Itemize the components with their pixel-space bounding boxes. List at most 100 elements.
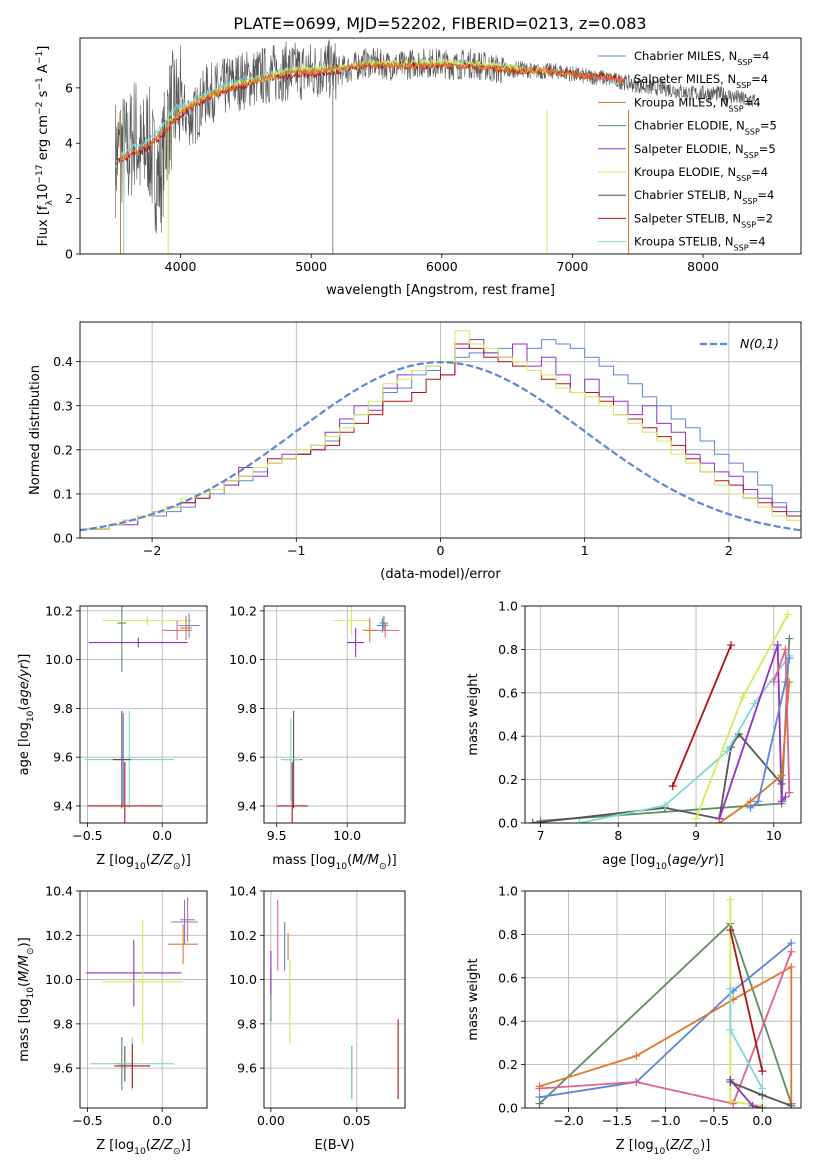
y-tick-label: 0.4 <box>53 354 73 369</box>
y-tick-label: 0.0 <box>498 816 518 831</box>
axes-frame <box>263 605 406 824</box>
y-tick-label: 10.0 <box>229 972 257 987</box>
legend-label-chabrier_miles: Chabrier MILES, NSSP=4 <box>634 49 769 67</box>
x-tick-label: −0.5 <box>72 828 102 843</box>
weight-marker-chabrier_miles <box>785 654 794 663</box>
x-tick-label: 1 <box>581 543 589 558</box>
weight-marker-salpeter_stelib <box>668 782 677 791</box>
y-tick-label: 10.2 <box>45 928 73 943</box>
x-tick-label: 0.05 <box>343 1113 371 1128</box>
normal-curve <box>80 360 801 532</box>
y-tick-label: 0.0 <box>53 531 73 546</box>
y-axis-label: age [log10(age/yr)] <box>17 654 36 776</box>
weight-marker-salpeter_miles <box>785 788 794 797</box>
y-tick-label: 10.0 <box>45 972 73 987</box>
x-tick-label: 9 <box>692 828 700 843</box>
weight-marker-salpeter_miles <box>535 1084 544 1093</box>
x-tick-label: −1.5 <box>602 1113 632 1128</box>
legend-label-kroupa_miles: Kroupa MILES, NSSP=4 <box>634 95 761 113</box>
weight-marker-kroupa_miles <box>777 771 786 780</box>
hist-series-chabrier_miles <box>80 339 801 530</box>
weight-series-salpeter_stelib <box>671 644 732 787</box>
axes-frame <box>524 605 802 824</box>
weight-marker-kroupa_miles <box>632 1051 641 1060</box>
weight-marker-chabrier_stelib <box>787 1101 796 1108</box>
axes-frame <box>79 890 208 1109</box>
spectrum-series-salpeter_stelib <box>114 60 626 165</box>
x-axis-label: wavelength [Angstrom, rest frame] <box>326 283 555 298</box>
y-tick-label: 1.0 <box>498 884 518 899</box>
y-axis-label: Flux [fλ10−17 erg cm−2 s−1 A−1] <box>35 46 55 247</box>
y-tick-label: 10.0 <box>229 652 257 667</box>
x-tick-label: 4000 <box>165 259 197 274</box>
x-axis-label: Z [log10(Z/Z⊙)] <box>96 853 191 872</box>
weight-marker-chabrier_miles <box>746 803 755 812</box>
legend-label-chabrier_stelib: Chabrier STELIB, NSSP=4 <box>634 188 774 206</box>
y-tick-label: 9.8 <box>237 1016 257 1031</box>
weight-series-salpeter_stelib <box>729 929 764 1072</box>
weight-marker-kroupa_stelib <box>660 801 669 810</box>
weight-marker-chabrier_miles <box>535 1093 544 1102</box>
x-tick-label: 0.0 <box>752 1113 772 1128</box>
y-tick-label: 0.1 <box>53 486 73 501</box>
weight-marker-kroupa_stelib <box>726 984 735 993</box>
weight-marker-salpeter_elodie <box>758 1104 767 1108</box>
y-tick-label: 9.4 <box>237 798 257 813</box>
weight-series-salpeter_elodie <box>718 644 787 819</box>
x-tick-label: −1 <box>287 543 305 558</box>
y-tick-label: 1.0 <box>498 599 518 614</box>
weight-marker-chabrier_stelib <box>726 1077 735 1086</box>
weight-marker-salpeter_miles <box>787 947 796 956</box>
weight-marker-chabrier_stelib <box>528 819 537 823</box>
hist-series-salpeter_elodie <box>80 339 801 530</box>
weight-marker-chabrier_elodie <box>785 634 794 643</box>
y-tick-label: 9.8 <box>53 1016 73 1031</box>
x-tick-label: 7000 <box>557 259 589 274</box>
weight-series-kroupa_miles <box>718 681 791 823</box>
weight-marker-salpeter_miles <box>781 645 790 654</box>
y-tick-label: 0.8 <box>498 927 518 942</box>
axes-frame <box>79 605 208 824</box>
x-axis-label: Z [log10(Z/Z⊙)] <box>96 1138 191 1157</box>
x-tick-label: −1.0 <box>650 1113 680 1128</box>
x-tick-label: −0.5 <box>699 1113 729 1128</box>
weight-series-chabrier_miles <box>539 942 792 1099</box>
weight-marker-salpeter_elodie <box>748 1101 757 1108</box>
x-tick-label: 8000 <box>687 259 719 274</box>
weight-marker-kroupa_stelib <box>750 699 759 708</box>
x-tick-label: 0.0 <box>152 828 172 843</box>
y-tick-label: 10.2 <box>229 603 257 618</box>
legend-label-kroupa_elodie: Kroupa ELODIE, NSSP=4 <box>634 165 768 183</box>
y-tick-label: 9.6 <box>53 1061 73 1076</box>
legend-label-salpeter_stelib: Salpeter STELIB, NSSP=2 <box>634 211 773 229</box>
weight-marker-kroupa_elodie <box>738 693 747 702</box>
y-tick-label: 10.0 <box>45 652 73 667</box>
y-axis-label: mass [log10(M/M⊙)] <box>17 937 36 1061</box>
y-tick-label: 0.2 <box>53 442 73 457</box>
x-tick-label: −0.5 <box>72 1113 102 1128</box>
y-tick-label: 0.2 <box>498 772 518 787</box>
y-tick-label: 9.6 <box>237 1061 257 1076</box>
x-tick-label: 2 <box>725 543 733 558</box>
y-tick-label: 0.4 <box>498 1014 518 1029</box>
weight-series-chabrier_miles <box>749 657 791 809</box>
x-tick-label: 5000 <box>295 259 327 274</box>
spectrum-lines <box>114 39 756 254</box>
y-tick-label: 0.0 <box>498 1101 518 1116</box>
y-tick-label: 10.4 <box>229 884 257 899</box>
x-axis-label: age [log10(age/yr)] <box>602 853 724 872</box>
weight-marker-chabrier_miles <box>754 797 763 806</box>
figure-title: PLATE=0699, MJD=52202, FIBERID=0213, z=0… <box>233 14 646 33</box>
y-axis-label: mass weight <box>466 673 481 755</box>
legend-label-salpeter_elodie: Salpeter ELODIE, NSSP=5 <box>634 142 776 160</box>
y-tick-label: 10.2 <box>229 928 257 943</box>
axes-frame <box>263 890 406 1109</box>
weight-marker-kroupa_elodie <box>726 895 735 904</box>
weight-marker-kroupa_stelib <box>758 1084 767 1093</box>
weight-marker-chabrier_elodie <box>536 816 545 823</box>
weight-marker-kroupa_miles <box>787 962 796 971</box>
x-tick-label: 0.0 <box>152 1113 172 1128</box>
weight-series-salpeter_miles <box>539 951 793 1105</box>
weight-marker-salpeter_elodie <box>773 641 782 650</box>
